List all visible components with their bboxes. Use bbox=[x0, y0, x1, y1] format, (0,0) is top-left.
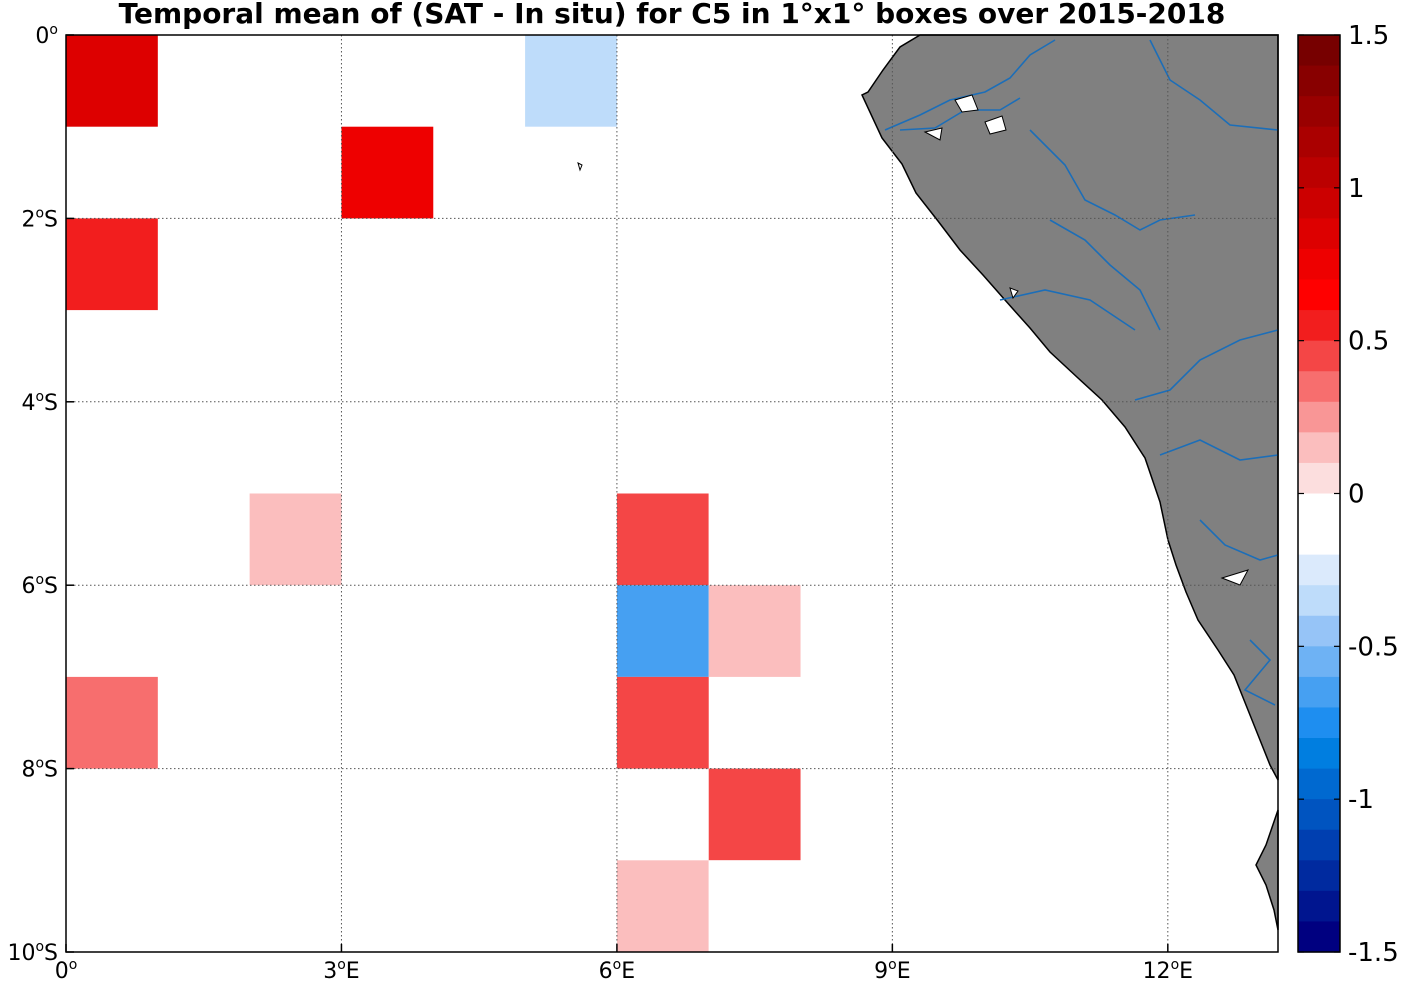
data-cell bbox=[984, 860, 1076, 952]
river bbox=[999, 289, 1136, 331]
data-cell bbox=[616, 585, 709, 677]
data-cell bbox=[616, 676, 709, 769]
colorbar-segment bbox=[1298, 248, 1340, 281]
data-cell bbox=[66, 218, 158, 311]
tick-label: 0o bbox=[35, 22, 58, 49]
colorbar-segment bbox=[1298, 646, 1340, 678]
colorbar-label: 0.5 bbox=[1348, 327, 1389, 357]
tick-label: 6oE bbox=[599, 957, 635, 984]
tick-label: 12oE bbox=[1143, 957, 1193, 984]
coastal-lagoons bbox=[577, 94, 1250, 586]
colorbar-segment bbox=[1298, 35, 1340, 67]
colorbar-segment bbox=[1298, 371, 1340, 403]
colorbar-label: 1 bbox=[1348, 174, 1365, 204]
tick-label: 4oS bbox=[21, 389, 58, 416]
colorbar-segment bbox=[1298, 799, 1340, 831]
colorbar-label: 1.5 bbox=[1348, 21, 1389, 51]
river bbox=[1029, 129, 1196, 231]
colorbar-segment bbox=[1298, 493, 1340, 525]
colorbar-segment bbox=[1298, 585, 1340, 617]
data-cell bbox=[525, 35, 617, 127]
tick-label: 2oS bbox=[21, 205, 58, 232]
data-cell bbox=[708, 768, 801, 861]
data-cell bbox=[249, 493, 342, 586]
gridlines bbox=[66, 35, 1278, 952]
river bbox=[1049, 219, 1161, 331]
data-cells bbox=[66, 35, 1076, 952]
colorbar-label: -1 bbox=[1348, 785, 1374, 815]
tick-label: 0o bbox=[55, 957, 78, 984]
data-cell bbox=[708, 585, 801, 677]
colorbar-segment bbox=[1298, 65, 1340, 97]
colorbar-segment bbox=[1298, 96, 1340, 128]
colorbar-label: -1.5 bbox=[1348, 938, 1399, 968]
colorbar-segment bbox=[1298, 524, 1340, 556]
tick-label: 6oS bbox=[21, 572, 58, 599]
colorbar-label: -0.5 bbox=[1348, 632, 1399, 662]
lagoon bbox=[954, 94, 979, 113]
river bbox=[884, 39, 1056, 131]
colorbar-segment bbox=[1298, 340, 1340, 372]
coastline-land bbox=[861, 34, 1279, 781]
chart-title: Temporal mean of (SAT - In situ) for C5 … bbox=[119, 0, 1226, 30]
colorbar-segment bbox=[1298, 738, 1340, 770]
data-cell bbox=[66, 35, 158, 127]
data-cell bbox=[708, 493, 801, 586]
colorbar-segment bbox=[1298, 310, 1340, 342]
data-cell bbox=[616, 493, 709, 586]
colorbar-segment bbox=[1298, 157, 1340, 189]
data-cell bbox=[984, 768, 1076, 861]
colorbar-segment bbox=[1298, 279, 1340, 311]
river bbox=[1149, 39, 1279, 131]
data-cell bbox=[616, 860, 709, 952]
colorbar-segment bbox=[1298, 187, 1340, 219]
river bbox=[1199, 519, 1279, 561]
lagoon bbox=[1009, 287, 1019, 300]
plot-frame bbox=[65, 34, 1279, 953]
lagoon bbox=[923, 127, 943, 141]
river bbox=[1134, 329, 1279, 401]
island bbox=[577, 162, 583, 172]
colorbar-segment bbox=[1298, 829, 1340, 861]
colorbar-segment bbox=[1298, 126, 1340, 158]
colorbar-segment bbox=[1298, 218, 1340, 250]
tick-label: 8oS bbox=[21, 756, 58, 783]
data-cell bbox=[66, 676, 158, 769]
data-cell bbox=[708, 860, 801, 952]
colorbar-segment bbox=[1298, 707, 1340, 739]
colorbar-segment bbox=[1298, 432, 1340, 464]
colorbar-segment bbox=[1298, 676, 1340, 709]
colorbar-segment bbox=[1298, 401, 1340, 433]
colorbar-segment bbox=[1298, 554, 1340, 586]
colorbar-segment bbox=[1298, 890, 1340, 923]
colorbar-segment bbox=[1298, 615, 1340, 647]
colorbar-segment bbox=[1298, 462, 1340, 495]
colorbar-segment bbox=[1298, 921, 1340, 953]
colorbar: 1.5 1 0.5 0 -0.5 -1 -1.5 bbox=[1297, 21, 1399, 968]
colorbar-segment bbox=[1298, 860, 1340, 892]
tick-label: 9oE bbox=[874, 957, 910, 984]
coastline-land-south bbox=[1255, 809, 1279, 931]
axis-ticks: 0o 3oE 6oE 9oE 12oE 0o 2oS 4oS 6oS 8oS 10oS bbox=[7, 22, 1193, 984]
river bbox=[1243, 639, 1276, 706]
river bbox=[1159, 439, 1279, 461]
colorbar-label: 0 bbox=[1348, 480, 1365, 510]
lagoon bbox=[1220, 569, 1250, 586]
data-cell bbox=[341, 126, 434, 219]
land-mass bbox=[577, 34, 1279, 931]
lagoon bbox=[984, 115, 1007, 135]
tick-label: 10oS bbox=[7, 939, 58, 966]
tick-label: 3oE bbox=[323, 957, 359, 984]
colorbar-segment bbox=[1298, 768, 1340, 800]
